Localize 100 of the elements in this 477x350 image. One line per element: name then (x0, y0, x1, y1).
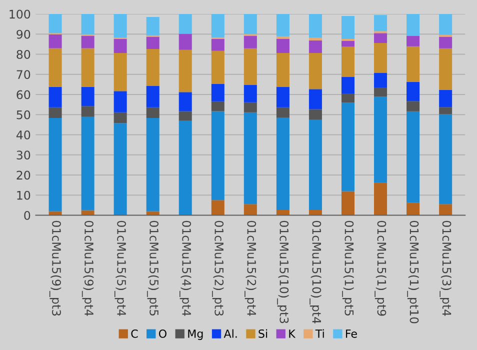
bar (308, 109, 322, 120)
bar (114, 112, 127, 124)
bar (276, 38, 290, 54)
bar (81, 116, 94, 210)
legend-label: C (131, 329, 138, 338)
bar (406, 202, 420, 216)
bar (114, 123, 127, 216)
bar (341, 46, 354, 77)
bar (146, 49, 160, 86)
bar (439, 204, 452, 216)
legend-label: Fe (346, 330, 357, 338)
bar (374, 72, 388, 88)
x-tick-label: 01cMu15(4)_pt4 (180, 220, 192, 316)
bar (244, 48, 257, 86)
bar (48, 107, 62, 118)
x-tick-label: 01cMu15(5)_pt4 (114, 220, 126, 316)
bar (178, 120, 192, 216)
bar (81, 86, 94, 106)
bar (244, 36, 257, 48)
bar (48, 48, 62, 87)
x-tick-label: 01cMu15(10)_pt3 (277, 220, 289, 324)
y-tick-label: 0 (24, 210, 30, 220)
bar (308, 120, 322, 210)
bar (114, 53, 127, 92)
y-tick-label: 20 (16, 170, 30, 180)
bar (341, 93, 354, 103)
bar (211, 38, 224, 51)
x-tick-label: 01cMu15(2)_pt3 (212, 220, 224, 316)
bar (48, 86, 62, 108)
bar (178, 92, 192, 112)
bar (439, 90, 452, 108)
bar (439, 114, 452, 204)
bar (341, 16, 354, 39)
bar (48, 14, 62, 34)
bar (308, 14, 322, 38)
bar (406, 82, 420, 102)
bar (81, 106, 94, 117)
x-tick-label: 01cMu15(3)_pt4 (440, 220, 452, 316)
bar (341, 102, 354, 192)
bar (81, 36, 94, 48)
x-tick-label: 01cMu15(1)_pt9 (374, 220, 386, 316)
bar (406, 36, 420, 46)
x-tick-label: 01cMu15(1)_pt5 (342, 220, 354, 316)
bar (406, 101, 420, 112)
y-tick-label: 70 (16, 70, 30, 80)
y-tick-label: 30 (16, 150, 30, 160)
bar (374, 96, 388, 183)
x-tick-label: 01cMu15(9)_pt3 (49, 220, 62, 316)
legend-label: Mg (188, 330, 203, 340)
x-tick-label: 01cMu15(9)_pt4 (82, 220, 94, 316)
bar (276, 107, 290, 118)
bar (211, 111, 224, 200)
bar (308, 89, 322, 110)
bar (211, 200, 224, 216)
bar (146, 17, 160, 36)
legend-label: Al. (224, 329, 237, 338)
bar (81, 14, 94, 34)
bar (244, 112, 257, 204)
bar (81, 48, 94, 87)
bar (146, 36, 160, 50)
bar (146, 107, 160, 118)
bar (178, 111, 192, 120)
y-tick-label: 50 (16, 110, 30, 120)
bar (211, 84, 224, 102)
bar (178, 34, 192, 50)
bar (146, 118, 160, 212)
y-tick-label: 40 (16, 130, 30, 140)
bar (341, 76, 354, 94)
bar (244, 102, 257, 112)
bar (374, 33, 388, 43)
y-tick-label: 90 (16, 30, 30, 39)
bar (308, 53, 322, 90)
bar (244, 14, 257, 34)
bar (211, 50, 224, 84)
bar (308, 40, 322, 54)
bar (211, 101, 224, 112)
y-tick-label: 100 (10, 10, 30, 19)
bar (439, 36, 452, 48)
bar (276, 14, 290, 36)
bar (146, 86, 160, 108)
bar (276, 87, 290, 108)
bar (178, 50, 192, 92)
x-tick-label: 01cMu15(1)_pt10 (407, 220, 419, 324)
bar (439, 14, 452, 35)
bar (244, 204, 257, 216)
legend-label: Ti (315, 329, 324, 338)
bar (48, 118, 62, 212)
bar (114, 91, 127, 112)
x-tick-label: 01cMu15(10)_pt4 (310, 220, 322, 324)
legend-label: Si (258, 329, 268, 338)
legend-label: O (158, 329, 166, 338)
bar (406, 46, 420, 82)
bar (211, 14, 224, 38)
x-tick-label: 01cMu15(2)_pt4 (244, 220, 256, 316)
y-tick-label: 80 (16, 50, 30, 59)
bar (341, 40, 354, 47)
x-tick-label: 01cMu15(5)_pt5 (146, 220, 159, 316)
bar (341, 191, 354, 216)
bar (374, 87, 388, 97)
bar (48, 34, 62, 48)
